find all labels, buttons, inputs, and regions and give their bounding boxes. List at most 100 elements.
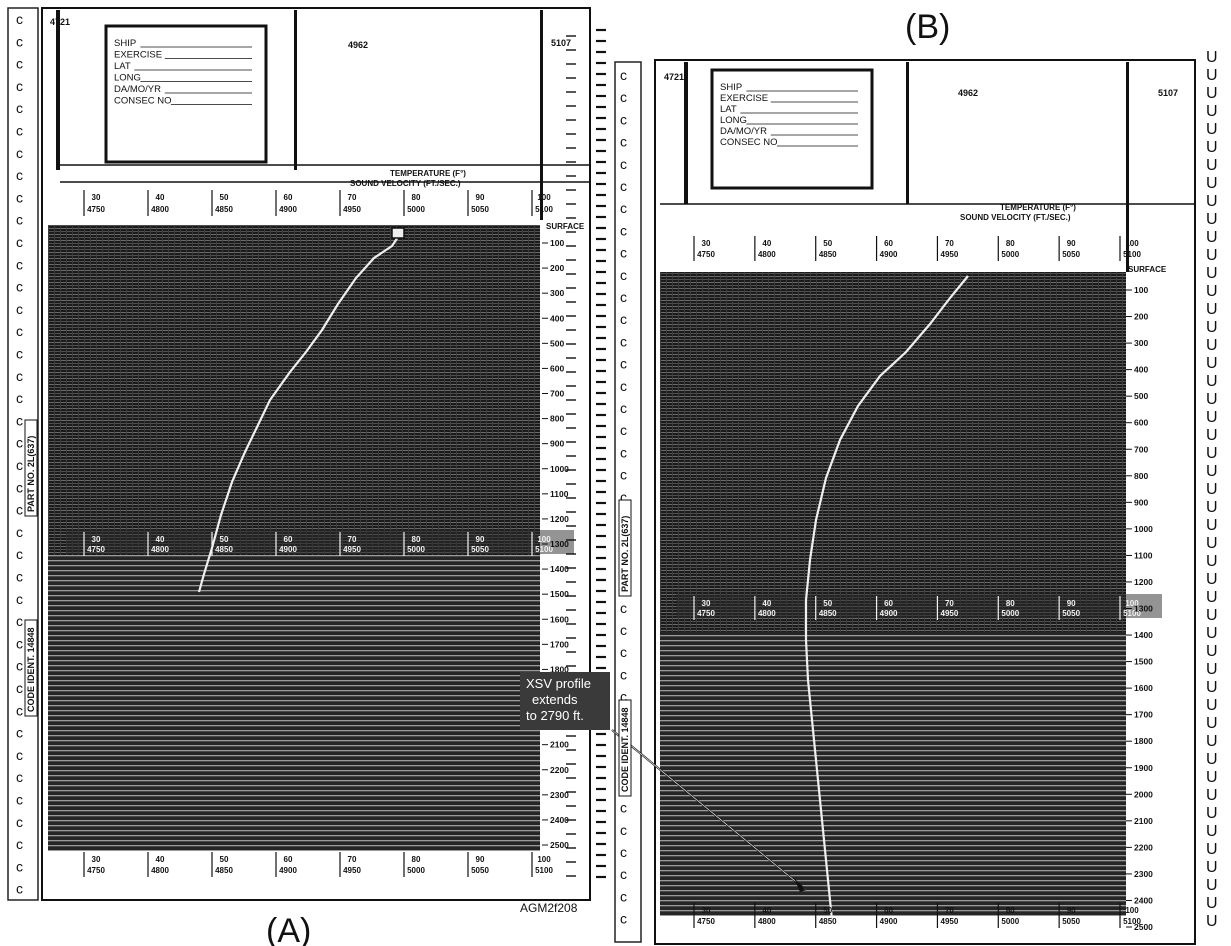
perforation-hole: c: [16, 569, 23, 585]
perforation-hole: c: [620, 156, 627, 172]
perforation-hole: c: [620, 89, 627, 105]
perforation-hole: c: [620, 178, 627, 194]
perforation-hole: c: [620, 689, 627, 705]
temperature-tick-mid: 100: [1125, 599, 1139, 608]
temperature-tick: 60: [884, 906, 893, 915]
depth-tick: 900: [1134, 497, 1148, 507]
depth-tick: 2300: [550, 790, 569, 800]
perforation-hole: c: [16, 346, 23, 362]
code-ident-label: CODE IDENT. 14848: [26, 627, 36, 712]
grid-hatch: [48, 555, 540, 851]
edge-hole: U: [1206, 103, 1218, 120]
temperature-tick: 100: [537, 193, 551, 202]
velocity-tick: 4900: [880, 250, 898, 259]
top-number: 4721: [664, 72, 684, 82]
depth-tick: 1800: [550, 664, 569, 674]
depth-scale: 100 200 300 400 500 600 700 800 900 1000 1100 1200 1…: [1126, 285, 1153, 932]
depth-tick: 800: [1134, 471, 1148, 481]
perforation-hole: c: [620, 866, 627, 882]
temperature-tick: 50: [220, 193, 229, 202]
depth-tick: 400: [550, 313, 564, 323]
velocity-tick: 4750: [697, 250, 715, 259]
depth-tick: 2100: [1134, 816, 1153, 826]
header-field-label: LAT: [720, 104, 737, 115]
sound-velocity-label: SOUND VELOCITY (FT./SEC.): [350, 179, 461, 188]
temperature-tick-mid: 30: [702, 599, 711, 608]
perforation-hole: c: [16, 390, 23, 406]
velocity-tick: 5000: [407, 205, 425, 214]
right-edge-holes: UUUUUUUUUUUUUUUUUUUUUUUUUUUUUUUUUUUUUUUU…: [1206, 49, 1218, 930]
perforation-hole: c: [16, 658, 23, 674]
edge-hole: U: [1206, 625, 1218, 642]
perforation-hole: c: [16, 680, 23, 696]
edge-hole: U: [1206, 391, 1218, 408]
depth-tick: 300: [1134, 338, 1148, 348]
temperature-tick-mid: 70: [945, 599, 954, 608]
temperature-tick-mid: 80: [1006, 599, 1015, 608]
depth-tick: 2400: [1134, 895, 1153, 905]
depth-tick: 1100: [1134, 550, 1153, 560]
top-number: 5107: [1158, 88, 1178, 98]
perforation-hole: c: [16, 33, 23, 49]
edge-hole: U: [1206, 139, 1218, 156]
edge-hole: U: [1206, 409, 1218, 426]
depth-tick: 100: [1134, 285, 1148, 295]
temperature-tick: 30: [702, 906, 711, 915]
edge-hole: U: [1206, 571, 1218, 588]
edge-hole: U: [1206, 805, 1218, 822]
depth-tick: 800: [550, 414, 564, 424]
depth-tick: 1200: [1134, 577, 1153, 587]
edge-hole: U: [1206, 49, 1218, 66]
edge-hole: U: [1206, 283, 1218, 300]
edge-hole: U: [1206, 823, 1218, 840]
top-number: 4721: [50, 17, 70, 27]
velocity-tick: 4850: [819, 917, 837, 926]
perforation-hole: c: [620, 644, 627, 660]
temperature-tick: 40: [762, 239, 771, 248]
perforation-hole: c: [16, 792, 23, 808]
perforation-hole: c: [16, 836, 23, 852]
header-field-label: LAT: [114, 61, 131, 72]
temperature-tick: 30: [702, 239, 711, 248]
depth-tick: 2500: [550, 840, 569, 850]
header-field-label: DA/MO/YR: [720, 126, 767, 137]
velocity-tick-mid: 4850: [819, 609, 837, 618]
perforation-hole: c: [16, 479, 23, 495]
perforation-hole: c: [16, 100, 23, 116]
velocity-tick-mid: 5000: [407, 545, 425, 554]
header-field-label: CONSEC NO: [114, 96, 172, 107]
perforation-hole: c: [16, 814, 23, 830]
velocity-tick-mid: 4750: [697, 609, 715, 618]
perforation-hole: c: [620, 911, 627, 927]
bottom-scale: 30 4750 40 4800 50 4850 60 4900 70 4950 80 5000 90 50…: [693, 903, 1141, 928]
velocity-tick: 4850: [819, 250, 837, 259]
perforation-hole: c: [620, 333, 627, 349]
perforation-hole: c: [16, 212, 23, 228]
velocity-tick: 4950: [343, 866, 361, 875]
edge-hole: U: [1206, 841, 1218, 858]
header-box: [710, 68, 874, 190]
velocity-tick: 4900: [279, 866, 297, 875]
temperature-label: TEMPERATURE (F°): [390, 169, 466, 178]
temperature-tick-mid: 40: [156, 535, 165, 544]
velocity-tick: 5050: [1062, 917, 1080, 926]
temperature-tick: 40: [156, 855, 165, 864]
depth-tick: 500: [1134, 391, 1148, 401]
velocity-tick-mid: 4800: [151, 545, 169, 554]
perforation-hole: c: [620, 888, 627, 904]
velocity-tick: 5050: [471, 205, 489, 214]
temperature-tick: 60: [284, 855, 293, 864]
edge-hole: U: [1206, 553, 1218, 570]
velocity-tick: 4900: [880, 917, 898, 926]
velocity-tick: 4800: [151, 866, 169, 875]
edge-hole: U: [1206, 355, 1218, 372]
panel-a: cccccccccccccccccccccccccccccccccccccccc…: [7, 7, 606, 946]
temperature-trace: [804, 275, 969, 921]
temperature-tick: 70: [348, 855, 357, 864]
velocity-tick-mid: 5100: [1123, 609, 1141, 618]
velocity-tick: 5000: [407, 866, 425, 875]
velocity-tick: 4950: [343, 205, 361, 214]
depth-tick: 1200: [550, 514, 569, 524]
